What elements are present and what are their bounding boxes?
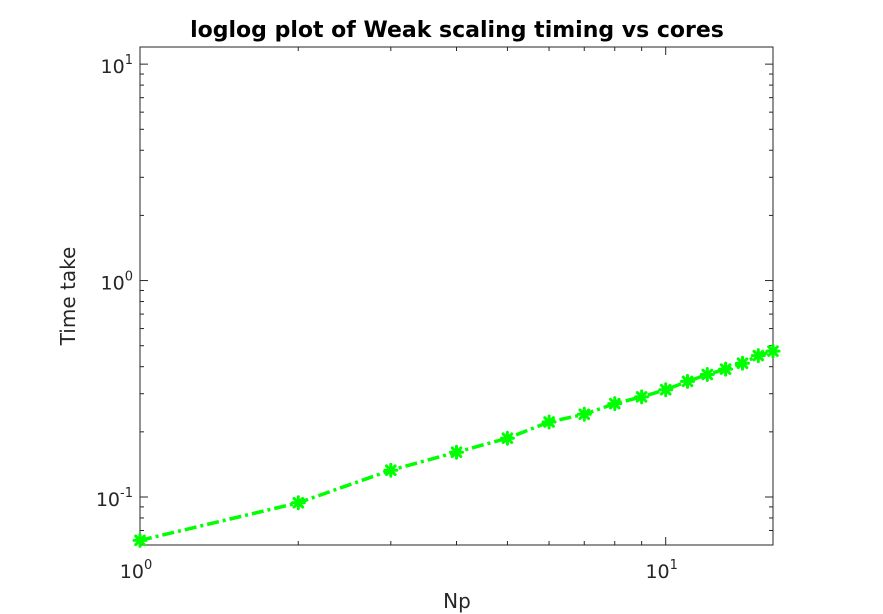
data-point — [735, 355, 750, 371]
data-point — [634, 389, 650, 405]
data-point — [383, 462, 399, 478]
data-point — [449, 444, 464, 460]
x-tick-labels: 100 101 — [120, 558, 678, 583]
data-point — [499, 430, 515, 446]
y-axis-label: Time take — [56, 247, 80, 347]
y-tick-label: 100 — [101, 270, 133, 295]
data-point — [607, 396, 623, 412]
data-point — [132, 532, 148, 548]
data-point — [658, 382, 674, 398]
data-point — [290, 495, 306, 511]
data-point — [576, 406, 592, 422]
plot-area — [139, 46, 774, 546]
minor-ticks — [140, 47, 773, 546]
data-point — [680, 373, 695, 389]
data-point — [750, 348, 766, 364]
data-point — [541, 414, 557, 430]
series-line — [139, 349, 774, 543]
x-tick-label: 100 — [120, 558, 152, 583]
data-point — [718, 361, 734, 377]
y-tick-label: 101 — [101, 53, 133, 78]
x-tick-label: 101 — [645, 558, 677, 583]
series-layer — [132, 343, 781, 548]
data-point — [765, 343, 781, 359]
chart-title: loglog plot of Weak scaling timing vs co… — [190, 18, 724, 43]
y-tick-label: 10-1 — [96, 486, 133, 511]
x-axis-label: Np — [443, 589, 471, 613]
data-point — [699, 367, 715, 382]
y-tick-labels: 10-1 100 101 — [96, 53, 133, 511]
